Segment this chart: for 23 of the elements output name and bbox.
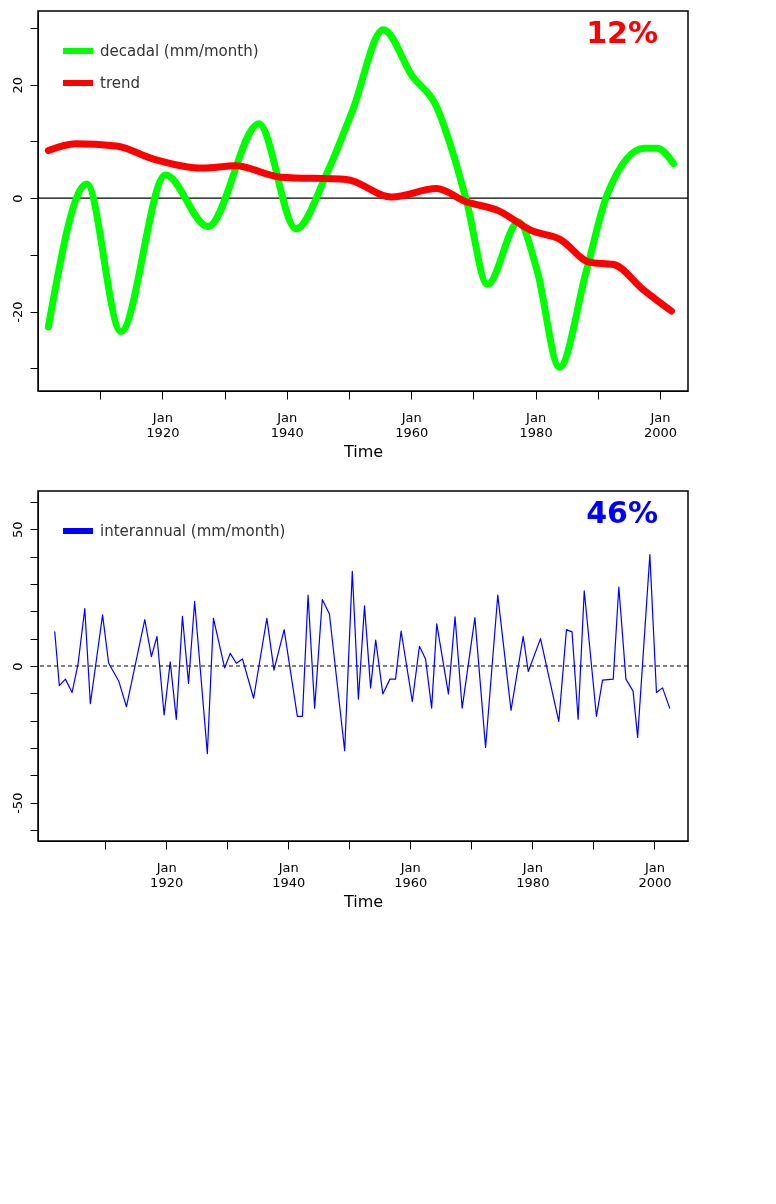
annotation: 12% [586,15,658,50]
x-tick-label: Jan 2000 [638,859,672,890]
y-tick-label: 0 [9,662,25,671]
annotation: 46% [586,495,658,530]
y-tick-label: 0 [9,194,25,203]
legend-label: interannual (mm/month) [100,522,286,540]
legend-label: trend [100,74,140,92]
x-tick-label: Jan 2000 [643,409,678,440]
y-tick-label: 20 [9,76,25,94]
x-tick-label: Jan 1980 [516,859,550,890]
x-tick-label: Jan 1960 [395,409,429,440]
y-tick-label: -20 [9,301,25,323]
legend-label: decadal (mm/month) [100,42,259,60]
y-tick-label: 50 [9,521,25,539]
x-tick-label: Jan 1980 [519,409,553,440]
x-axis-title: Time [342,441,384,461]
x-tick-label: Jan 1920 [146,409,180,440]
x-axis-title: Time [342,891,384,911]
x-tick-label: Jan 1960 [394,859,428,890]
y-tick-label: -50 [9,792,25,814]
x-tick-label: Jan 1940 [270,409,304,440]
x-tick-label: Jan 1920 [150,859,184,890]
x-tick-label: Jan 1940 [272,859,306,890]
